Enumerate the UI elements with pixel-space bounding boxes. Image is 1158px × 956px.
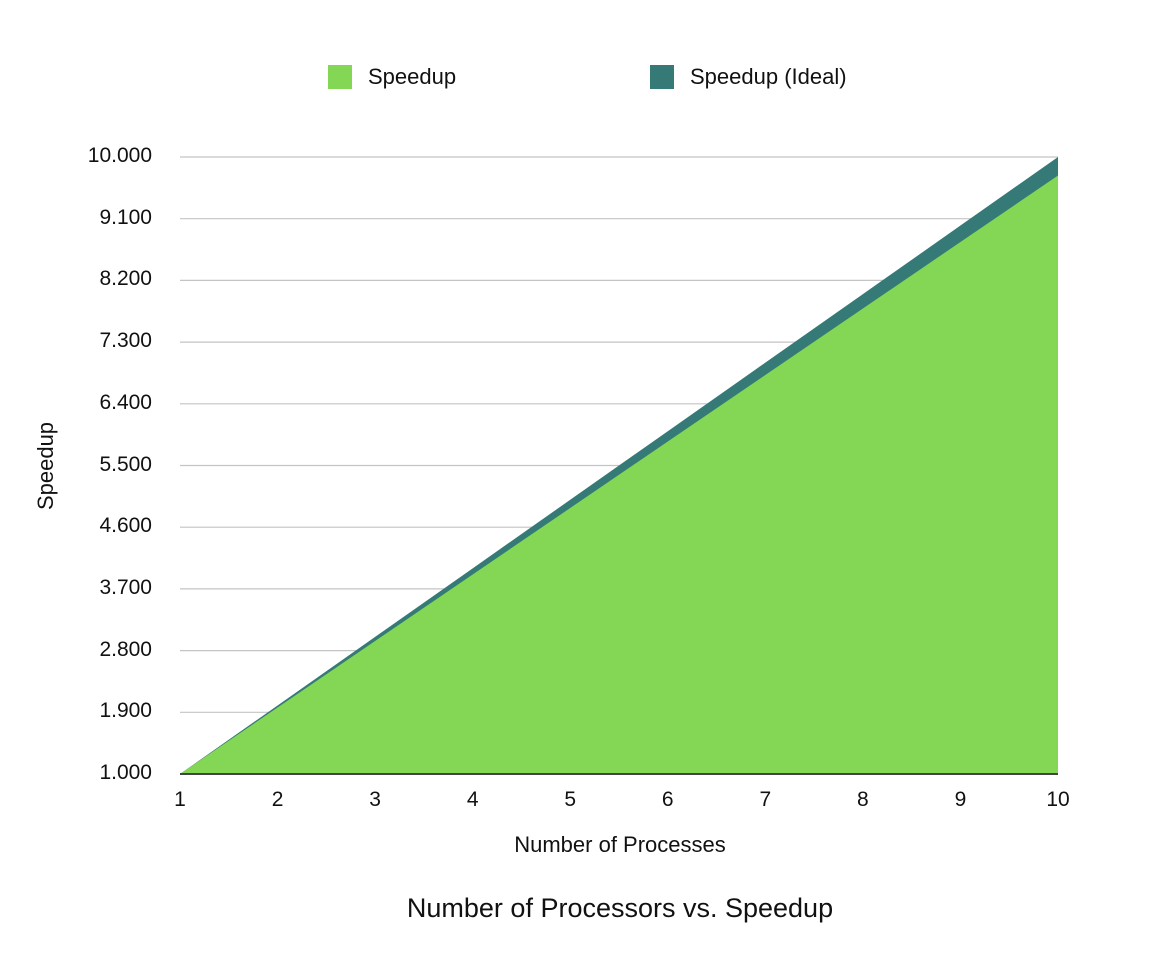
y-tick-label: 1.000	[99, 761, 152, 784]
x-tick-label: 1	[174, 788, 186, 811]
y-tick-label: 3.700	[99, 575, 152, 599]
x-tick-label: 5	[564, 788, 577, 811]
legend-label-speedup-ideal: Speedup (Ideal)	[690, 64, 847, 89]
y-tick-label: 10.000	[87, 144, 152, 167]
legend-item-speedup-ideal: Speedup (Ideal)	[650, 64, 847, 90]
area-speedup	[180, 175, 1058, 774]
y-tick-label: 8.200	[99, 267, 152, 291]
y-tick-label: 5.500	[99, 452, 152, 476]
x-tick-label: 2	[271, 788, 284, 811]
x-tick-label: 4	[466, 788, 479, 811]
x-tick-label: 9	[954, 788, 967, 811]
y-tick-label: 6.400	[99, 390, 152, 414]
y-tick-label: 9.100	[99, 205, 152, 229]
legend: Speedup Speedup (Ideal)	[0, 64, 1158, 96]
y-axis-label: Speedup	[33, 421, 58, 511]
legend-swatch-speedup	[328, 65, 352, 89]
y-tick-label: 2.800	[99, 637, 152, 661]
x-tick-label: 7	[759, 788, 772, 811]
legend-item-speedup: Speedup	[328, 64, 456, 90]
y-tick-label: 4.600	[99, 514, 152, 538]
x-tick-label: 3	[369, 788, 381, 811]
x-tick-label: 8	[857, 788, 869, 811]
x-tick-label: 6	[661, 788, 674, 811]
legend-swatch-speedup-ideal	[650, 65, 674, 89]
y-tick-label: 7.300	[99, 329, 152, 353]
x-tick-label: 10	[1046, 788, 1070, 811]
y-tick-label: 1.900	[99, 699, 152, 723]
chart-title: Number of Processors vs. Speedup	[406, 893, 834, 923]
x-axis-label: Number of Processes	[514, 832, 726, 857]
legend-label-speedup: Speedup	[368, 64, 457, 89]
